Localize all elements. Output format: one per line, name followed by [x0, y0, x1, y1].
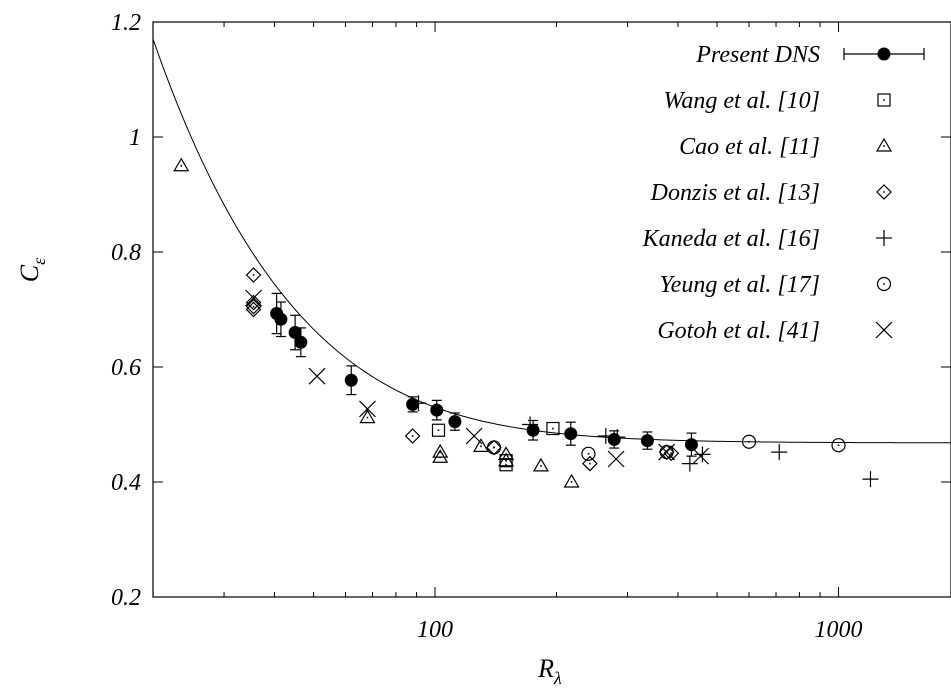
- point-6-2: [359, 400, 376, 418]
- point-5-3: [741, 434, 757, 449]
- point-6-3: [465, 427, 483, 445]
- point-5-0: [486, 440, 502, 455]
- point-2-7: [532, 457, 549, 472]
- point-4-0: [410, 395, 427, 412]
- y-tick-label-0: 0.2: [111, 585, 141, 611]
- y-tick-label-4: 1: [129, 125, 141, 151]
- plot-axes: 0.2 0.4 0.6 0.8 1 1.2 100 1000: [111, 10, 951, 643]
- point-4-7: [862, 471, 879, 488]
- point-6-6: [692, 447, 709, 465]
- point-3-8: [663, 445, 680, 462]
- point-0-11: [640, 434, 654, 448]
- y-axis-label: Cε: [15, 257, 49, 282]
- series-6: [245, 289, 709, 468]
- point-4-2: [597, 428, 614, 444]
- point-1-3: [546, 421, 560, 436]
- axis-labels: Cε Rλ: [15, 257, 562, 688]
- y-tick-label-1: 0.4: [111, 470, 141, 496]
- point-2-1: [359, 409, 376, 424]
- legend: Present DNS Wang et al. [10] Cao et al. [1…: [642, 42, 925, 344]
- point-6-4: [607, 450, 625, 468]
- fit-curve: [152, 38, 951, 444]
- point-0-12: [684, 438, 698, 452]
- legend-entry-6: Gotoh et al. [41]: [657, 318, 893, 344]
- legend-symbol-1: [877, 93, 891, 107]
- y-tick-label-2: 0.6: [111, 355, 141, 381]
- point-3-0: [245, 267, 262, 283]
- point-6-1: [308, 367, 326, 385]
- point-0-10: [607, 432, 621, 446]
- x-tick-label-1: 1000: [815, 617, 863, 643]
- point-0-4: [344, 373, 358, 387]
- legend-symbol-3: [876, 184, 892, 200]
- legend-symbol-0: [877, 47, 891, 61]
- series-3: [245, 267, 680, 472]
- legend-label-2: Cao et al. [11]: [679, 134, 820, 160]
- point-0-9: [564, 427, 578, 441]
- x-axis-label-sub: λ: [553, 668, 562, 688]
- series-0: [270, 292, 698, 457]
- x-tick-label-0: 100: [417, 617, 453, 643]
- legend-label-1: Wang et al. [10]: [664, 88, 820, 114]
- y-tick-label-3: 0.8: [111, 240, 141, 266]
- point-3-3: [245, 301, 262, 318]
- point-0-7: [448, 415, 462, 429]
- point-4-3: [609, 429, 626, 446]
- point-2-6: [498, 452, 515, 467]
- point-0-6: [430, 403, 444, 417]
- legend-entry-4: Kaneda et al. [16]: [642, 226, 892, 252]
- point-6-0: [245, 289, 262, 307]
- point-2-8: [563, 473, 580, 488]
- point-0-3: [294, 335, 308, 349]
- point-5-4: [831, 438, 846, 453]
- legend-entry-3: Donzis et al. [13]: [650, 180, 892, 206]
- legend-label-4: Kaneda et al. [16]: [642, 226, 820, 252]
- x-axis-label-main: R: [537, 654, 554, 683]
- point-6-5: [658, 443, 676, 461]
- series-2: [173, 157, 580, 488]
- plot-frame: [152, 21, 951, 598]
- legend-symbol-4: [876, 230, 892, 246]
- legend-symbol-6: [875, 321, 893, 339]
- point-0-8: [526, 423, 540, 437]
- y-axis-label-sub: ε: [29, 257, 49, 265]
- point-4-1: [522, 416, 539, 433]
- point-2-0: [173, 157, 190, 172]
- data-points-layer: [173, 157, 879, 488]
- point-5-1: [581, 446, 596, 461]
- legend-entry-0: Present DNS: [695, 42, 925, 68]
- point-3-2: [245, 298, 262, 315]
- legend-label-3: Donzis et al. [13]: [650, 180, 820, 206]
- point-0-1: [274, 312, 288, 326]
- point-2-4: [472, 438, 490, 452]
- legend-label-5: Yeung et al. [17]: [660, 272, 820, 298]
- y-tick-label-5: 1.2: [111, 10, 141, 36]
- point-4-4: [681, 455, 698, 472]
- legend-symbol-2: [875, 137, 893, 152]
- y-axis-label-main: C: [15, 264, 44, 282]
- legend-entry-2: Cao et al. [11]: [679, 134, 893, 160]
- point-0-5: [406, 397, 420, 411]
- fit-curve-layer: [152, 38, 951, 444]
- legend-symbol-5: [876, 276, 892, 292]
- series-5: [486, 434, 846, 461]
- legend-entry-5: Yeung et al. [17]: [660, 272, 892, 298]
- point-2-3: [432, 449, 449, 463]
- point-1-0: [431, 423, 446, 437]
- legend-entry-1: Wang et al. [10]: [664, 88, 891, 114]
- x-axis-label: Rλ: [537, 654, 562, 688]
- point-4-6: [771, 444, 788, 461]
- point-3-4: [404, 428, 421, 444]
- point-3-6: [582, 455, 598, 472]
- legend-label-6: Gotoh et al. [41]: [657, 318, 820, 344]
- legend-label-0: Present DNS: [695, 42, 820, 68]
